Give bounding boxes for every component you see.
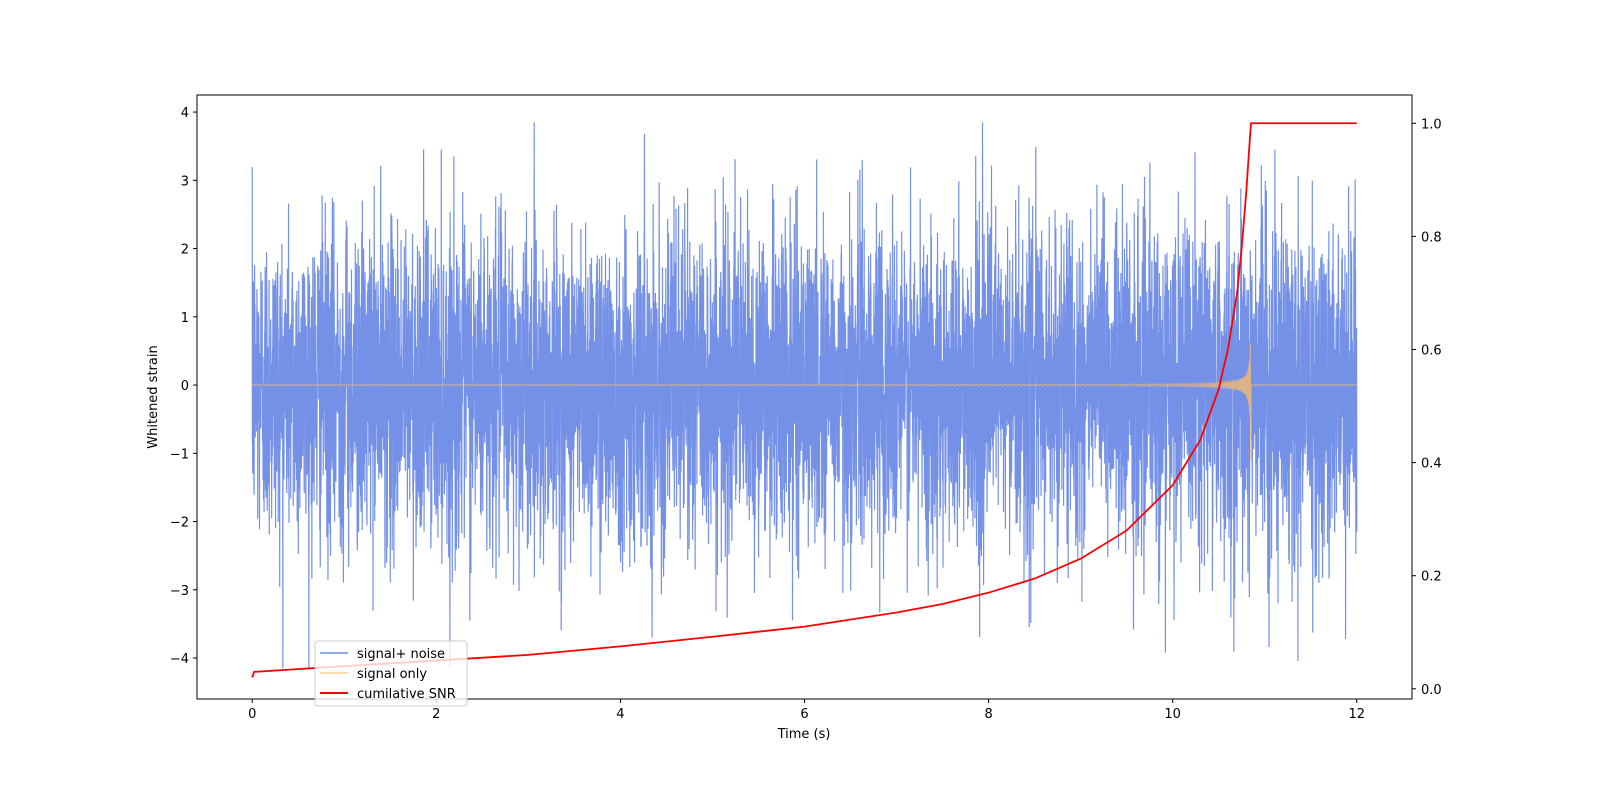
x-tick-label: 12 — [1348, 707, 1365, 722]
x-tick-label: 4 — [616, 707, 624, 722]
y2-tick-label: 0.6 — [1421, 343, 1442, 358]
y2-tick-label: 1.0 — [1421, 117, 1442, 132]
y-tick-label: 3 — [181, 174, 189, 189]
x-axis: 0 2 4 6 8 10 12 — [248, 699, 1365, 722]
y-tick-label: −2 — [170, 516, 189, 531]
y-axis-label: Whitened strain — [146, 345, 161, 448]
y2-tick-label: 0.8 — [1421, 230, 1442, 245]
x-tick-label: 10 — [1164, 707, 1181, 722]
series-line-signal-only — [252, 343, 1357, 461]
series-line-cumulative-snr — [251, 122, 1357, 678]
legend: signal+ noise signal only cumilative SNR — [314, 640, 468, 707]
y-tick-label: 1 — [181, 311, 189, 326]
y-axis-right: 1.0 0.8 0.6 0.4 0.2 0.0 — [1412, 117, 1442, 698]
x-tick-label: 0 — [248, 707, 256, 722]
x-tick-label: 6 — [800, 707, 808, 722]
legend-label: signal only — [357, 667, 427, 682]
y-tick-label: −4 — [170, 652, 189, 667]
legend-box — [314, 640, 468, 707]
y2-tick-label: 0.2 — [1421, 570, 1442, 585]
x-tick-label: 2 — [432, 707, 440, 722]
y-tick-label: −3 — [170, 584, 189, 599]
legend-label: cumilative SNR — [357, 687, 456, 702]
y-axis-left: 4 3 2 1 0 −1 −2 −3 −4 — [170, 106, 197, 667]
x-axis-label: Time (s) — [777, 727, 831, 742]
legend-label: signal+ noise — [357, 647, 445, 662]
y2-tick-label: 0.0 — [1421, 683, 1442, 698]
x-tick-label: 8 — [984, 707, 992, 722]
y-tick-label: 0 — [181, 379, 189, 394]
y-tick-label: −1 — [170, 447, 189, 462]
y-tick-label: 4 — [181, 106, 189, 121]
series-line-signal-noise — [251, 122, 1358, 669]
plot-area — [251, 122, 1358, 678]
y-tick-label: 2 — [181, 243, 189, 258]
y2-tick-label: 0.4 — [1421, 457, 1442, 472]
